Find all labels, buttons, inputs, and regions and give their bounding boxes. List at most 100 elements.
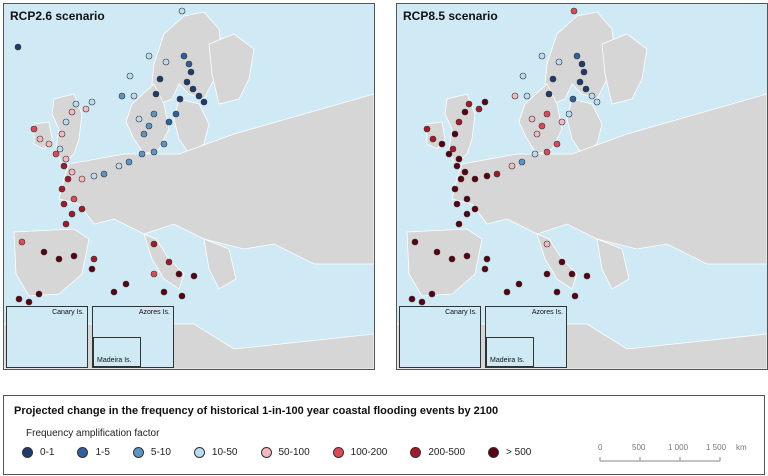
station-marker	[428, 290, 436, 298]
inset-azores-rcp85: Azores Is. Madeira Is.	[485, 306, 567, 368]
station-marker	[62, 220, 70, 228]
legend-items: 0-1 1-5 5-10 10-50 50-100 100-200 200-500 > 500	[22, 447, 554, 458]
station-marker	[588, 92, 596, 100]
station-marker	[553, 140, 561, 148]
station-marker	[583, 272, 591, 280]
station-marker	[423, 125, 431, 133]
station-marker	[533, 130, 541, 138]
legend-box: Projected change in the frequency of his…	[3, 395, 765, 475]
station-marker	[523, 92, 531, 100]
inset-azores-rcp26: Azores Is. Madeira Is.	[92, 306, 174, 368]
inset-madeira-label: Madeira Is.	[97, 357, 132, 364]
station-marker	[461, 168, 469, 176]
station-marker	[471, 175, 479, 183]
station-marker	[515, 280, 523, 288]
station-marker	[483, 255, 491, 263]
station-marker	[433, 248, 441, 256]
station-marker	[68, 108, 76, 116]
balkans-greece	[596, 238, 630, 290]
station-marker	[571, 292, 579, 300]
continent	[58, 93, 374, 265]
station-marker	[465, 100, 473, 108]
station-marker	[200, 98, 208, 106]
legend-swatch	[488, 447, 500, 458]
station-marker	[531, 150, 539, 158]
map-rcp85: RCP8.5 scenario Canary Is. Azores Is. Ma…	[396, 3, 768, 370]
legend-label: 5-10	[150, 447, 171, 458]
legend-label: 1-5	[95, 447, 110, 458]
station-marker	[518, 158, 526, 166]
station-marker	[152, 90, 160, 98]
station-marker	[52, 150, 60, 158]
legend-label: 50-100	[278, 447, 310, 458]
station-marker	[538, 52, 546, 60]
station-marker	[570, 7, 578, 15]
panel-title-rcp85: RCP8.5 scenario	[403, 9, 498, 23]
station-marker	[70, 252, 78, 260]
station-marker	[150, 148, 158, 156]
station-marker	[408, 295, 416, 303]
station-marker	[82, 105, 90, 113]
station-marker	[457, 175, 465, 183]
station-marker	[189, 85, 197, 93]
italy	[143, 233, 185, 290]
station-marker	[448, 255, 456, 263]
legend-swatch	[260, 447, 272, 458]
station-marker	[118, 92, 126, 100]
station-marker	[78, 175, 86, 183]
station-marker	[549, 75, 557, 83]
station-marker	[72, 100, 80, 108]
legend-swatch	[193, 447, 205, 458]
station-marker	[130, 92, 138, 100]
station-marker	[190, 272, 198, 280]
station-marker	[14, 43, 22, 51]
station-marker	[455, 118, 463, 126]
station-marker	[483, 172, 491, 180]
station-marker	[471, 205, 479, 213]
station-marker	[528, 115, 536, 123]
balkans-greece	[203, 238, 237, 290]
station-marker	[461, 108, 469, 116]
norway-south	[125, 83, 170, 155]
station-marker	[418, 298, 426, 306]
station-marker	[165, 118, 173, 126]
station-marker	[445, 150, 453, 158]
iberia	[406, 228, 483, 297]
map-rcp26: RCP2.6 scenario Canary Is. Azores Is. Ma…	[3, 3, 375, 370]
station-marker	[511, 92, 519, 100]
station-marker	[185, 60, 193, 68]
station-marker	[70, 195, 78, 203]
iberia	[13, 228, 90, 297]
scale-tick-500: 500	[632, 443, 646, 452]
continent	[451, 93, 767, 265]
station-marker	[580, 68, 588, 76]
scale-unit: km	[736, 443, 747, 452]
station-marker	[115, 162, 123, 170]
station-marker	[36, 135, 44, 143]
inset-canary-label: Canary Is.	[52, 309, 84, 316]
legend-label: 0-1	[40, 447, 55, 458]
station-marker	[568, 270, 576, 278]
station-marker	[178, 7, 186, 15]
station-marker	[58, 130, 66, 138]
station-marker	[451, 130, 459, 138]
norway-south	[518, 83, 563, 155]
legend-item: 10-50	[193, 447, 238, 458]
station-marker	[40, 248, 48, 256]
legend-subtitle: Frequency amplification factor	[26, 428, 160, 439]
station-marker	[140, 130, 148, 138]
legend-swatch	[332, 447, 344, 458]
station-marker	[100, 170, 108, 178]
finland	[601, 33, 648, 105]
station-marker	[449, 145, 457, 153]
legend-swatch	[77, 447, 89, 458]
station-marker	[90, 255, 98, 263]
station-marker	[178, 292, 186, 300]
station-marker	[508, 162, 516, 170]
legend-label: 10-50	[211, 447, 238, 458]
station-marker	[180, 52, 188, 60]
scale-tick-1500: 1 500	[706, 443, 727, 452]
legend-swatch	[22, 447, 33, 458]
station-marker	[455, 220, 463, 228]
scale-tick-0: 0	[598, 443, 603, 452]
